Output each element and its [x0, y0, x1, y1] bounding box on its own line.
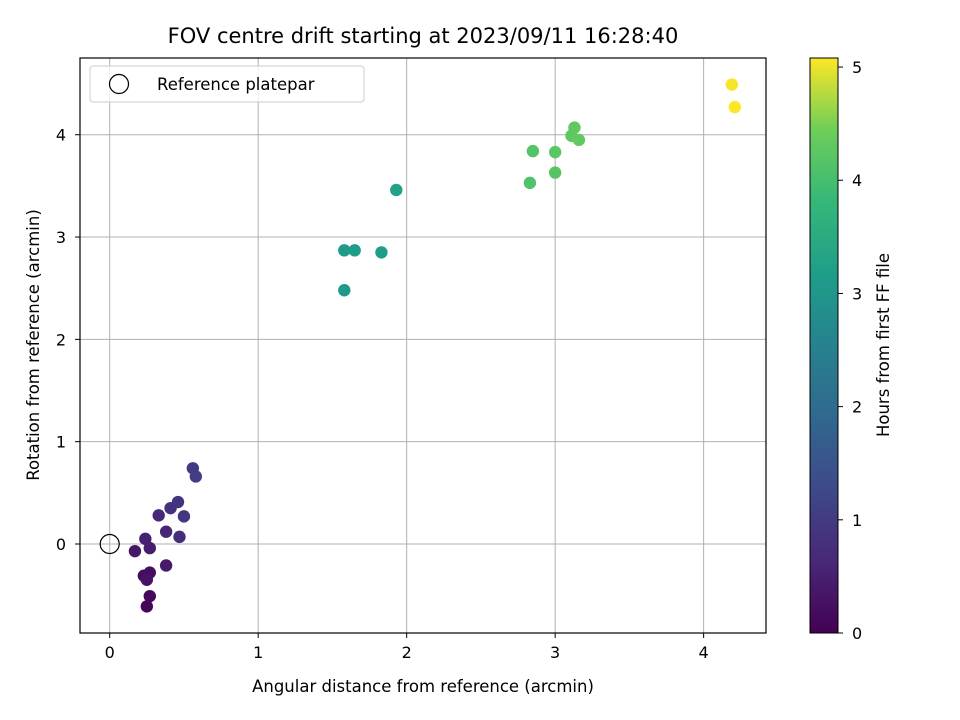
data-point-9 — [159, 525, 173, 538]
colorbar-ticks: 0 1 2 3 4 5 — [838, 58, 862, 643]
legend-marker-reference-platepar — [108, 73, 130, 95]
x-axis-label: Angular distance from reference (arcmin) — [252, 677, 594, 696]
data-point-18 — [338, 244, 351, 257]
data-point-11 — [173, 530, 186, 544]
data-point-16 — [189, 470, 203, 483]
data-point-0 — [140, 600, 154, 613]
x-tick-label-1: 1 — [253, 643, 263, 662]
data-point-10 — [152, 509, 165, 522]
y-axis-ticks: 0 1 2 3 4 — [56, 126, 80, 554]
data-point-19 — [348, 244, 361, 257]
data-point-20 — [375, 246, 388, 259]
y-tick-label-4: 4 — [56, 126, 66, 145]
data-point-6 — [159, 559, 173, 572]
legend-box — [89, 65, 365, 103]
colorbar-gradient — [809, 57, 839, 634]
x-tick-label-2: 2 — [402, 643, 412, 662]
colorbar-tick-label-0: 0 — [852, 624, 862, 643]
grid-lines — [80, 58, 766, 633]
x-axis-ticks: 0 1 2 3 4 — [105, 633, 709, 662]
colorbar-label: Hours from first FF file — [874, 253, 893, 437]
x-tick-label-3: 3 — [550, 643, 560, 662]
x-tick-label-0: 0 — [105, 643, 115, 662]
data-point-4 — [140, 573, 154, 586]
data-point-30 — [728, 100, 742, 114]
y-axis-label: Rotation from reference (arcmin) — [24, 209, 43, 481]
colorbar-tick-label-5: 5 — [852, 58, 862, 77]
y-tick-label-0: 0 — [56, 535, 66, 554]
data-point-7 — [143, 541, 156, 555]
data-point-8 — [139, 532, 152, 546]
data-point-21 — [390, 183, 403, 197]
data-point-17 — [338, 284, 351, 297]
data-point-23 — [526, 144, 540, 158]
data-point-1 — [143, 589, 156, 603]
data-point-14 — [177, 510, 191, 523]
data-point-24 — [548, 166, 562, 179]
data-point-5 — [128, 544, 142, 558]
y-tick-label-2: 2 — [56, 330, 66, 349]
data-point-27 — [568, 121, 581, 134]
colorbar-tick-label-2: 2 — [852, 398, 862, 417]
colorbar-tick-label-3: 3 — [852, 284, 862, 303]
y-tick-label-3: 3 — [56, 228, 66, 247]
colorbar-tick-label-1: 1 — [852, 511, 862, 530]
data-point-25 — [548, 145, 562, 159]
data-point-22 — [523, 176, 537, 190]
data-point-28 — [572, 133, 586, 147]
plot-area-frame — [79, 57, 767, 634]
data-point-29 — [725, 78, 739, 91]
colorbar: 0 1 2 3 4 5 Hours from first FF file — [809, 57, 893, 643]
x-tick-label-4: 4 — [699, 643, 709, 662]
data-point-13 — [171, 495, 185, 509]
chart-title: FOV centre drift starting at 2023/09/11 … — [168, 24, 679, 48]
legend: Reference platepar — [89, 65, 365, 103]
legend-entry-reference-platepar: Reference platepar — [157, 75, 315, 94]
reference-platepar-marker — [99, 533, 120, 555]
colorbar-tick-label-4: 4 — [852, 171, 862, 190]
y-tick-label-1: 1 — [56, 433, 66, 452]
data-points — [99, 78, 742, 613]
